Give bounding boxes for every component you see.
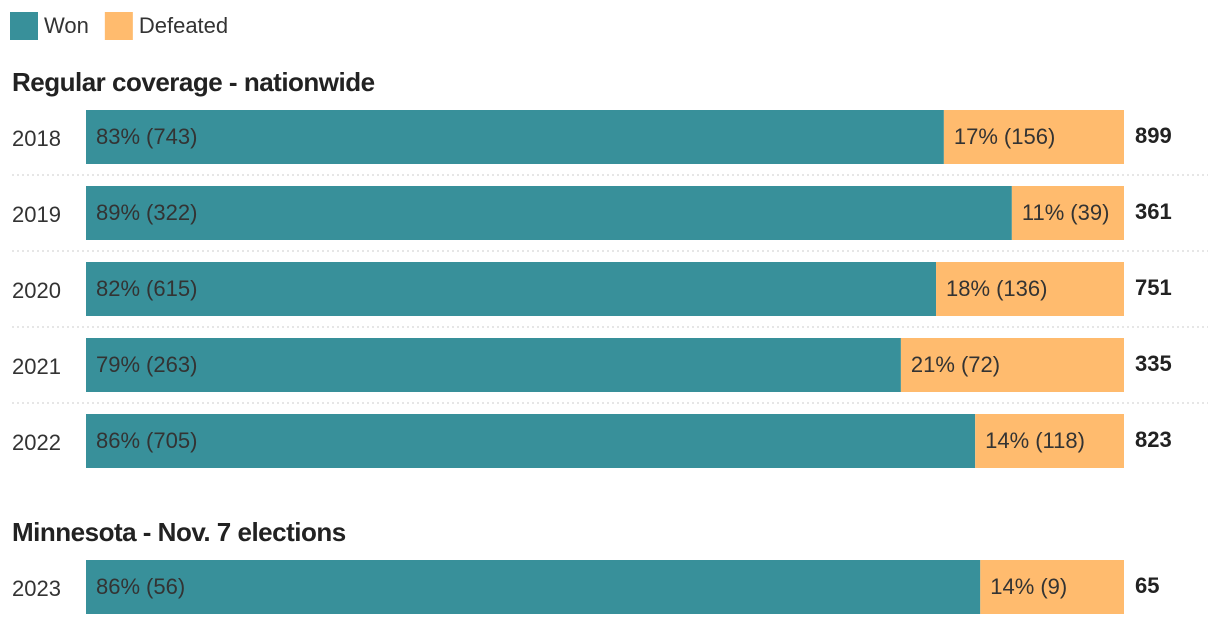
bar-segment: [86, 110, 944, 164]
y-category-label: 2019: [12, 202, 61, 227]
pct-label: 89%: [96, 200, 140, 225]
bar-segment: [86, 186, 1012, 240]
value-label: (705): [146, 428, 197, 453]
y-category-label: 2022: [12, 430, 61, 455]
value-label: (615): [146, 276, 197, 301]
bar-segment: [975, 414, 1124, 468]
pct-label: 14%: [990, 574, 1034, 599]
bar-segment: [980, 560, 1124, 614]
pct-label: 79%: [96, 352, 140, 377]
legend-label: Won: [44, 13, 89, 38]
pct-label: 17%: [954, 124, 998, 149]
value-label: (72): [961, 352, 1000, 377]
legend-swatch: [104, 12, 133, 40]
bar-segment: [86, 338, 901, 392]
total-label: 361: [1135, 199, 1172, 224]
total-label: 335: [1135, 351, 1172, 376]
total-label: 751: [1135, 275, 1172, 300]
panel-title: Regular coverage - nationwide: [12, 67, 375, 97]
value-label: (322): [146, 200, 197, 225]
value-label: (156): [1004, 124, 1055, 149]
bar-segment: [86, 560, 981, 614]
bar-segment: [86, 414, 976, 468]
total-label: 823: [1135, 427, 1172, 452]
y-category-label: 2018: [12, 126, 61, 151]
pct-label: 83%: [96, 124, 140, 149]
total-label: 65: [1135, 573, 1159, 598]
y-category-label: 2020: [12, 278, 61, 303]
value-label: (136): [996, 276, 1047, 301]
value-label: (118): [1035, 428, 1085, 453]
bar-segment: [936, 262, 1124, 316]
pct-label: 86%: [96, 428, 140, 453]
value-label: (9): [1040, 574, 1067, 599]
bar-segment: [1011, 186, 1124, 240]
pct-label: 14%: [985, 428, 1029, 453]
y-category-label: 2021: [12, 354, 61, 379]
bar-segment: [900, 338, 1124, 392]
y-category-label: 2023: [12, 576, 61, 601]
legend-label: Defeated: [139, 13, 228, 38]
pct-label: 82%: [96, 276, 140, 301]
value-label: (263): [146, 352, 197, 377]
value-label: (743): [146, 124, 197, 149]
pct-label: 86%: [96, 574, 140, 599]
value-label: (56): [146, 574, 185, 599]
total-label: 899: [1135, 123, 1172, 148]
legend-swatch: [10, 12, 38, 40]
bar-segment: [86, 262, 937, 316]
pct-label: 18%: [946, 276, 990, 301]
value-label: (39): [1070, 200, 1109, 225]
pct-label: 11%: [1022, 200, 1064, 225]
panel-title: Minnesota - Nov. 7 elections: [12, 517, 346, 547]
pct-label: 21%: [911, 352, 955, 377]
bar-segment: [943, 110, 1124, 164]
